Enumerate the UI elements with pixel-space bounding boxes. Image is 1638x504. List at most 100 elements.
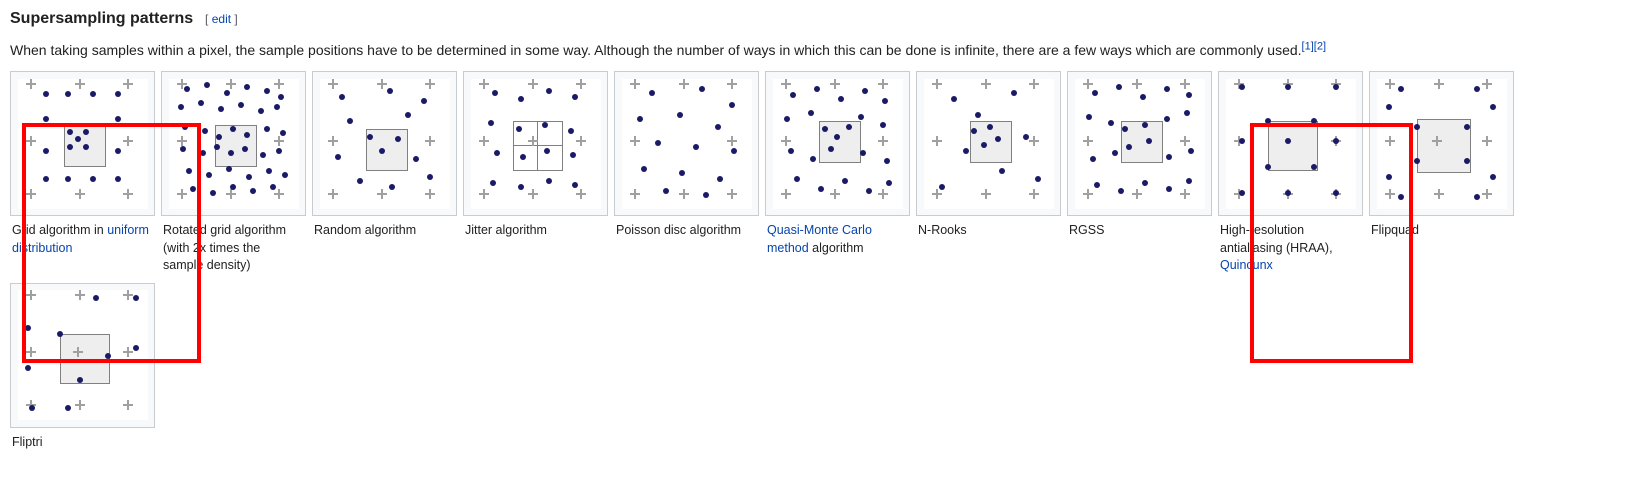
sample-dot xyxy=(828,146,834,152)
sample-dot xyxy=(1122,126,1128,132)
sample-dot xyxy=(65,405,71,411)
grid-cross-icon xyxy=(123,290,133,300)
sample-dot xyxy=(1086,114,1092,120)
diagram xyxy=(1075,79,1205,209)
sample-dot xyxy=(133,345,139,351)
sample-dot xyxy=(846,124,852,130)
grid-cross-icon xyxy=(226,79,236,89)
sample-dot xyxy=(190,186,196,192)
thumbnail[interactable] xyxy=(1369,71,1514,216)
grid-cross-icon xyxy=(1432,136,1442,146)
sample-dot xyxy=(1166,186,1172,192)
sample-dot xyxy=(105,353,111,359)
sample-dot xyxy=(357,178,363,184)
sample-dot xyxy=(427,174,433,180)
sample-dot xyxy=(206,172,212,178)
thumbnail[interactable] xyxy=(312,71,457,216)
caption: Poisson disc algorithm xyxy=(614,216,759,244)
caption-link[interactable]: Quasi-Monte Carlo method xyxy=(767,223,872,255)
sample-dot xyxy=(186,168,192,174)
thumbnail[interactable] xyxy=(1218,71,1363,216)
grid-cross-icon xyxy=(781,189,791,199)
sample-dot xyxy=(90,91,96,97)
sample-dot xyxy=(1311,164,1317,170)
thumbnail[interactable] xyxy=(916,71,1061,216)
sample-dot xyxy=(1490,104,1496,110)
thumbnail[interactable] xyxy=(10,71,155,216)
grid-cross-icon xyxy=(123,347,133,357)
sample-dot xyxy=(677,112,683,118)
ref-2[interactable]: [2] xyxy=(1314,40,1326,52)
sample-dot xyxy=(818,186,824,192)
sample-dot xyxy=(224,90,230,96)
sample-dot xyxy=(987,124,993,130)
caption: Grid algorithm in uniform distribution xyxy=(10,216,155,259)
sample-dot xyxy=(65,91,71,97)
diagram xyxy=(1226,79,1356,209)
grid-cross-icon xyxy=(1385,79,1395,89)
pixel-box xyxy=(1268,121,1318,171)
sample-dot xyxy=(693,144,699,150)
thumbnail[interactable] xyxy=(614,71,759,216)
sample-dot xyxy=(282,172,288,178)
grid-cross-icon xyxy=(878,189,888,199)
grid-cross-icon xyxy=(1434,79,1444,89)
grid-cross-icon xyxy=(123,189,133,199)
sample-dot xyxy=(389,184,395,190)
grid-cross-icon xyxy=(328,79,338,89)
sample-dot xyxy=(886,180,892,186)
edit-link[interactable]: edit xyxy=(212,12,231,26)
sample-dot xyxy=(1118,188,1124,194)
diagram xyxy=(1377,79,1507,209)
diagram xyxy=(169,79,299,209)
grid-cross-icon xyxy=(1482,79,1492,89)
caption: N-Rooks xyxy=(916,216,1061,244)
thumbnail[interactable] xyxy=(161,71,306,216)
sample-dot xyxy=(1112,150,1118,156)
grid-cross-icon xyxy=(26,79,36,89)
sample-dot xyxy=(1094,182,1100,188)
grid-cross-icon xyxy=(727,189,737,199)
grid-cross-icon xyxy=(528,79,538,89)
caption: High-resolution antialiasing (HRAA), Qui… xyxy=(1218,216,1363,277)
sample-dot xyxy=(202,128,208,134)
sample-dot xyxy=(1265,164,1271,170)
sample-dot xyxy=(421,98,427,104)
caption-link[interactable]: uniform distribution xyxy=(12,223,149,255)
grid-cross-icon xyxy=(425,136,435,146)
grid-cross-icon xyxy=(425,189,435,199)
sample-dot xyxy=(975,112,981,118)
sample-dot xyxy=(413,156,419,162)
grid-cross-icon xyxy=(830,79,840,89)
sample-dot xyxy=(1164,116,1170,122)
grid-cross-icon xyxy=(1083,136,1093,146)
sample-dot xyxy=(641,166,647,172)
grid-cross-icon xyxy=(576,79,586,89)
sample-dot xyxy=(1092,90,1098,96)
pixel-box xyxy=(60,334,110,384)
sample-dot xyxy=(1386,104,1392,110)
sample-dot xyxy=(808,110,814,116)
grid-cross-icon xyxy=(274,79,284,89)
grid-cross-icon xyxy=(1385,136,1395,146)
sample-dot xyxy=(572,94,578,100)
sample-dot xyxy=(1333,138,1339,144)
grid-cross-icon xyxy=(479,136,489,146)
grid-cross-icon xyxy=(177,189,187,199)
sample-dot xyxy=(115,176,121,182)
thumbnail[interactable] xyxy=(463,71,608,216)
gallery-item-rotated: Rotated grid algorithm (with 2x times th… xyxy=(161,71,306,277)
diagram xyxy=(924,79,1054,209)
sample-dot xyxy=(182,124,188,130)
sample-dot xyxy=(367,134,373,140)
sample-dot xyxy=(999,168,1005,174)
sample-dot xyxy=(520,154,526,160)
thumbnail[interactable] xyxy=(10,283,155,428)
sample-dot xyxy=(884,158,890,164)
caption-link[interactable]: Quincunx xyxy=(1220,258,1273,272)
sample-dot xyxy=(995,136,1001,142)
ref-1[interactable]: [1] xyxy=(1302,40,1314,52)
thumbnail[interactable] xyxy=(765,71,910,216)
sample-dot xyxy=(880,122,886,128)
thumbnail[interactable] xyxy=(1067,71,1212,216)
